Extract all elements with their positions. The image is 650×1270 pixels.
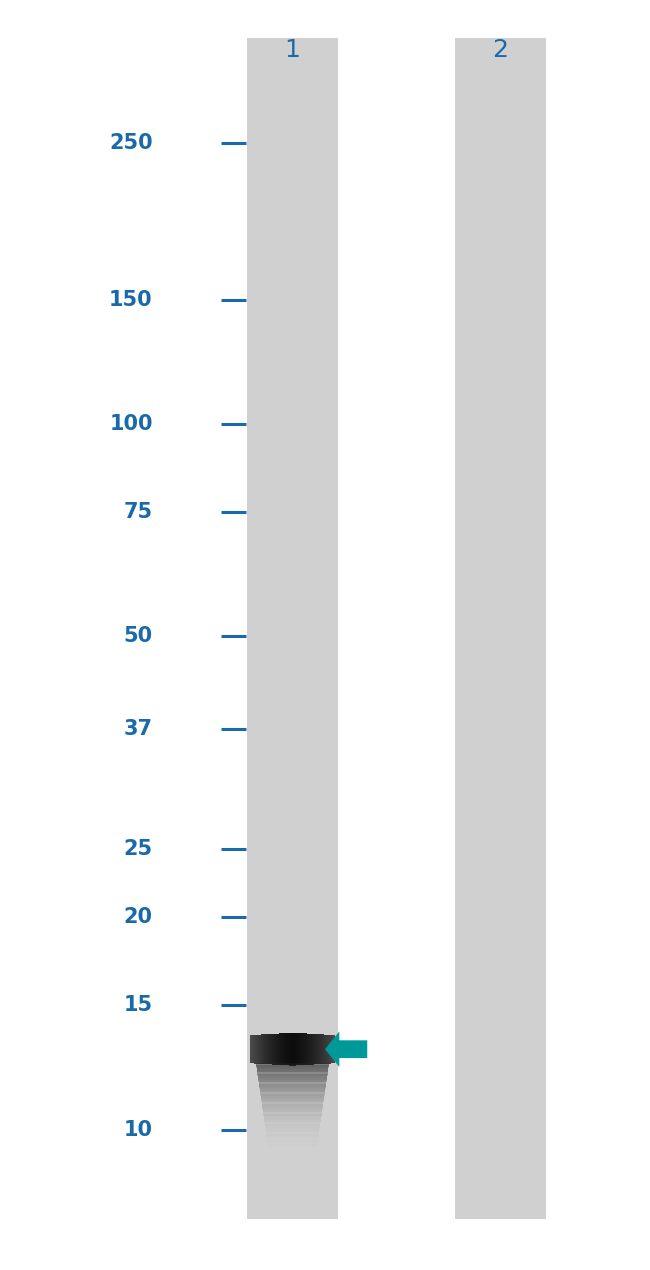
Bar — [266, 1132, 319, 1134]
Text: 100: 100 — [109, 414, 153, 434]
Bar — [261, 1100, 324, 1102]
Bar — [257, 1071, 328, 1073]
Bar — [266, 1134, 318, 1137]
Bar — [261, 1095, 324, 1099]
Bar — [258, 1074, 327, 1078]
Bar — [259, 1086, 326, 1090]
Text: 2: 2 — [493, 38, 508, 62]
Bar — [265, 1126, 320, 1130]
Bar — [455, 38, 546, 1219]
Text: 25: 25 — [124, 838, 153, 859]
Bar — [265, 1119, 320, 1123]
Bar — [259, 1080, 326, 1082]
Bar — [268, 1149, 317, 1152]
Bar — [261, 1100, 324, 1104]
Bar — [257, 1073, 328, 1076]
Bar — [262, 1102, 323, 1106]
Text: 1: 1 — [285, 38, 300, 62]
Bar — [267, 1140, 318, 1143]
Bar — [267, 1142, 318, 1144]
Bar — [265, 1124, 320, 1126]
Bar — [265, 1126, 320, 1129]
Bar — [268, 1144, 317, 1147]
Bar — [260, 1091, 325, 1093]
Bar — [261, 1097, 324, 1100]
Bar — [264, 1118, 321, 1120]
Bar — [263, 1107, 322, 1110]
Bar — [257, 1068, 328, 1072]
Bar — [267, 1139, 318, 1143]
Bar — [266, 1130, 319, 1134]
Bar — [256, 1063, 329, 1066]
Bar — [257, 1066, 328, 1069]
Bar — [265, 1120, 320, 1124]
Bar — [259, 1083, 326, 1087]
Bar — [264, 1118, 321, 1121]
FancyArrow shape — [325, 1031, 367, 1067]
Bar — [258, 1078, 327, 1081]
Bar — [263, 1109, 322, 1113]
Bar — [256, 1064, 329, 1068]
Bar — [268, 1148, 317, 1152]
Bar — [266, 1135, 318, 1139]
Bar — [263, 1110, 322, 1114]
Bar — [268, 1144, 317, 1148]
Bar — [263, 1111, 322, 1115]
Text: 20: 20 — [124, 907, 153, 927]
Bar — [258, 1076, 327, 1080]
Bar — [268, 1151, 317, 1153]
Bar — [259, 1087, 326, 1090]
Bar — [266, 1137, 318, 1140]
Bar — [258, 1077, 327, 1081]
Bar — [260, 1088, 325, 1091]
Bar — [257, 1067, 328, 1071]
Bar — [262, 1101, 323, 1105]
Bar — [263, 1114, 322, 1116]
Bar — [259, 1082, 326, 1085]
Bar — [257, 1069, 328, 1072]
Bar — [260, 1091, 325, 1095]
Bar — [267, 1138, 318, 1142]
Bar — [264, 1115, 321, 1118]
Bar — [266, 1129, 319, 1133]
Text: 37: 37 — [124, 719, 153, 739]
Bar — [263, 1113, 322, 1116]
Bar — [261, 1093, 324, 1097]
Bar — [265, 1125, 320, 1128]
Bar — [265, 1121, 320, 1125]
Bar — [259, 1081, 326, 1083]
Text: 10: 10 — [124, 1120, 153, 1139]
Bar — [260, 1090, 325, 1092]
Bar — [266, 1135, 318, 1138]
Bar — [261, 1099, 324, 1101]
Bar — [266, 1133, 319, 1135]
Text: 75: 75 — [124, 502, 153, 522]
Bar — [263, 1106, 322, 1109]
Bar — [259, 1082, 326, 1086]
Text: 50: 50 — [124, 626, 153, 646]
Bar — [262, 1105, 323, 1107]
Bar — [262, 1104, 323, 1107]
Bar — [268, 1146, 317, 1149]
Bar — [257, 1073, 328, 1077]
Text: 250: 250 — [109, 133, 153, 154]
Bar — [261, 1092, 324, 1096]
Text: 150: 150 — [109, 290, 153, 310]
Bar — [261, 1096, 324, 1099]
Bar — [268, 1143, 317, 1146]
Bar — [266, 1128, 319, 1132]
Bar — [247, 38, 338, 1219]
Bar — [256, 1064, 329, 1067]
Bar — [268, 1147, 317, 1151]
Bar — [257, 1072, 328, 1074]
Bar — [265, 1123, 320, 1125]
Bar — [263, 1109, 322, 1111]
Bar — [259, 1085, 326, 1088]
Text: 15: 15 — [124, 996, 153, 1015]
Bar — [264, 1116, 321, 1119]
